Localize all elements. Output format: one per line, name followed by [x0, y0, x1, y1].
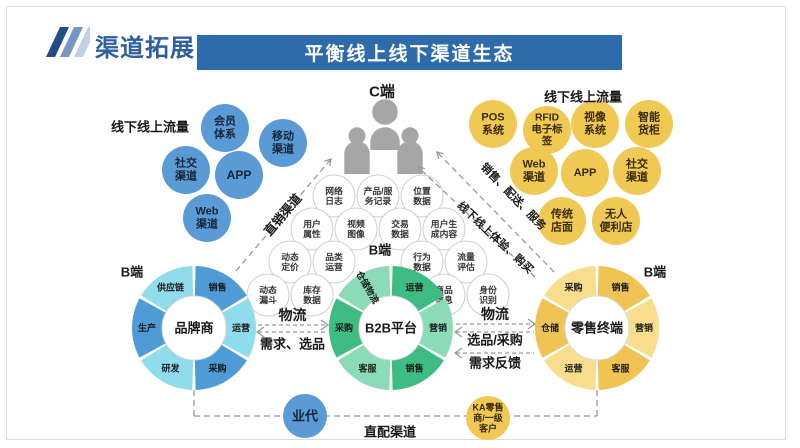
svg-text:务记录: 务记录	[365, 195, 392, 206]
svg-text:运营: 运营	[232, 322, 250, 333]
svg-text:采购: 采购	[334, 322, 353, 333]
svg-text:定价: 定价	[281, 261, 299, 272]
svg-text:供应链: 供应链	[156, 281, 185, 292]
svg-text:产品/服: 产品/服	[364, 185, 393, 196]
svg-text:视像: 视像	[584, 110, 607, 124]
svg-text:渠道: 渠道	[272, 142, 294, 156]
svg-text:客服: 客服	[610, 363, 630, 374]
svg-text:B2B平台: B2B平台	[365, 321, 417, 336]
svg-text:KA零售: KA零售	[473, 401, 504, 412]
svg-text:线下线上流量: 线下线上流量	[111, 120, 189, 135]
svg-text:需求反馈: 需求反馈	[469, 356, 521, 371]
svg-text:直配渠道: 直配渠道	[364, 425, 416, 440]
svg-text:图像: 图像	[347, 228, 365, 239]
svg-text:APP: APP	[574, 167, 597, 179]
svg-text:日志: 日志	[325, 195, 343, 206]
svg-text:线下线上流量: 线下线上流量	[544, 90, 622, 105]
svg-text:数据: 数据	[302, 294, 321, 305]
svg-text:货柜: 货柜	[637, 123, 660, 137]
svg-text:位置: 位置	[413, 185, 431, 196]
svg-text:无人: 无人	[604, 207, 628, 221]
svg-text:漏斗: 漏斗	[259, 294, 277, 305]
svg-text:流量: 流量	[457, 251, 475, 262]
svg-text:交易: 交易	[391, 218, 409, 229]
svg-text:渠道: 渠道	[196, 217, 218, 231]
svg-text:会员: 会员	[214, 114, 236, 128]
svg-text:B端: B端	[369, 243, 391, 258]
svg-text:用户: 用户	[303, 218, 321, 229]
svg-text:选品/采购: 选品/采购	[467, 333, 523, 348]
svg-text:采购: 采购	[207, 363, 226, 374]
svg-text:用户生: 用户生	[431, 218, 458, 229]
svg-text:网络: 网络	[325, 185, 343, 196]
svg-text:POS: POS	[481, 112, 504, 124]
svg-text:渠道: 渠道	[523, 170, 545, 184]
svg-text:零售终端: 零售终端	[570, 321, 623, 336]
svg-text:属性: 属性	[303, 228, 321, 239]
svg-text:运营: 运营	[325, 261, 343, 272]
svg-text:签: 签	[541, 135, 553, 148]
svg-text:APP: APP	[227, 168, 252, 182]
svg-text:行为: 行为	[412, 251, 431, 262]
svg-text:营销: 营销	[635, 322, 653, 333]
svg-text:移动: 移动	[272, 129, 294, 143]
svg-text:数据: 数据	[412, 195, 431, 206]
svg-text:销售: 销售	[208, 281, 226, 292]
svg-text:Web: Web	[522, 159, 545, 171]
svg-text:传统: 传统	[550, 207, 573, 221]
svg-text:商/一级: 商/一级	[473, 412, 504, 423]
svg-text:需求、选品: 需求、选品	[260, 337, 325, 352]
svg-text:体系: 体系	[214, 127, 236, 141]
svg-text:销售: 销售	[611, 281, 629, 292]
svg-text:运营: 运营	[405, 281, 423, 292]
svg-text:物流: 物流	[279, 307, 307, 323]
svg-text:销售: 销售	[405, 363, 423, 374]
svg-text:研发: 研发	[161, 363, 180, 374]
svg-text:Web: Web	[195, 206, 218, 218]
svg-text:客服: 客服	[357, 363, 377, 374]
svg-text:系统: 系统	[482, 123, 504, 137]
svg-text:视频: 视频	[347, 218, 365, 229]
svg-text:识别: 识别	[479, 294, 497, 305]
svg-text:营销: 营销	[429, 322, 447, 333]
svg-text:生产: 生产	[138, 322, 156, 333]
svg-text:客户: 客户	[478, 423, 497, 434]
svg-text:品牌商: 品牌商	[174, 321, 213, 336]
svg-text:仓储: 仓储	[540, 322, 559, 333]
svg-text:B端: B端	[644, 265, 666, 280]
svg-text:运营: 运营	[564, 363, 582, 374]
svg-text:身份: 身份	[479, 284, 497, 295]
svg-text:物流: 物流	[481, 306, 509, 322]
svg-text:C端: C端	[369, 83, 395, 101]
svg-text:RFID: RFID	[535, 112, 559, 123]
svg-text:B端: B端	[121, 265, 143, 280]
svg-text:动态: 动态	[281, 251, 299, 262]
svg-text:采购: 采购	[563, 281, 582, 292]
svg-text:便利店: 便利店	[600, 220, 633, 234]
svg-text:动态: 动态	[259, 284, 277, 295]
svg-text:社交: 社交	[174, 156, 197, 170]
svg-text:品类: 品类	[325, 251, 343, 262]
svg-text:系统: 系统	[584, 123, 606, 137]
svg-text:渠道: 渠道	[175, 169, 197, 183]
svg-text:数据: 数据	[390, 228, 409, 239]
svg-text:社交: 社交	[625, 157, 648, 171]
svg-text:智能: 智能	[638, 110, 660, 124]
svg-text:业代: 业代	[292, 409, 318, 424]
svg-text:电子标: 电子标	[532, 123, 564, 136]
svg-text:库存: 库存	[303, 284, 321, 295]
svg-text:成内容: 成内容	[431, 228, 458, 239]
svg-text:渠道: 渠道	[626, 170, 648, 184]
svg-text:店面: 店面	[551, 220, 573, 234]
svg-text:评估: 评估	[457, 261, 475, 272]
svg-text:数据: 数据	[412, 261, 431, 272]
